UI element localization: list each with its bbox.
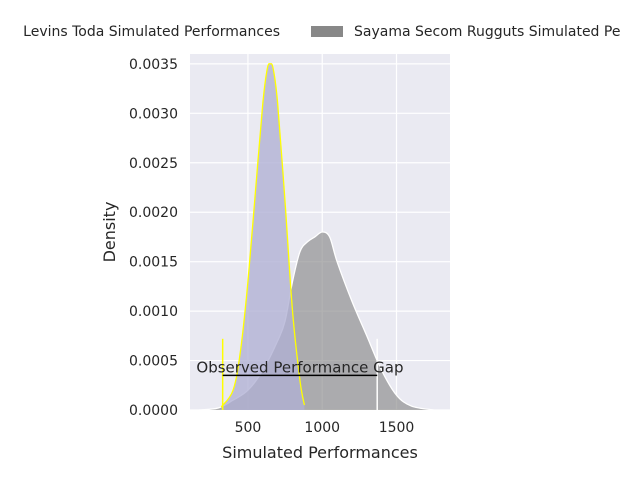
ticks: 500 1000 1500 0.0000 0.0005 0.0010 0.0015 0.002… [129, 57, 414, 436]
y-tick-label: 0.0035 [129, 57, 178, 73]
y-tick-label: 0.0020 [129, 205, 178, 221]
x-tick-label: 1000 [304, 420, 340, 436]
density-areas [198, 63, 434, 411]
performance-gap-annotation: Observed Performance Gap [196, 338, 403, 410]
legend-label-1: Sayama Secom Rugguts Simulated Pe [354, 24, 620, 40]
density-curve-0 [220, 63, 306, 408]
legend-swatch-1 [311, 26, 343, 37]
x-axis-label: Simulated Performances [222, 443, 418, 462]
x-tick-label: 500 [235, 420, 262, 436]
density-area-1 [198, 232, 434, 410]
density-area-0 [221, 63, 305, 411]
x-tick-label: 1500 [379, 420, 415, 436]
annotation-label: Observed Performance Gap [196, 358, 403, 376]
y-tick-label: 0.0005 [129, 354, 178, 370]
y-tick-label: 0.0030 [129, 106, 178, 122]
y-tick-label: 0.0010 [129, 304, 178, 320]
y-tick-label: 0.0000 [129, 403, 178, 419]
legend-label-0: Levins Toda Simulated Performances [23, 24, 280, 40]
y-axis-label: Density [100, 202, 119, 263]
y-tick-label: 0.0015 [129, 255, 178, 271]
y-tick-label: 0.0025 [129, 156, 178, 172]
legend: Levins Toda Simulated Performances Sayam… [23, 24, 620, 40]
